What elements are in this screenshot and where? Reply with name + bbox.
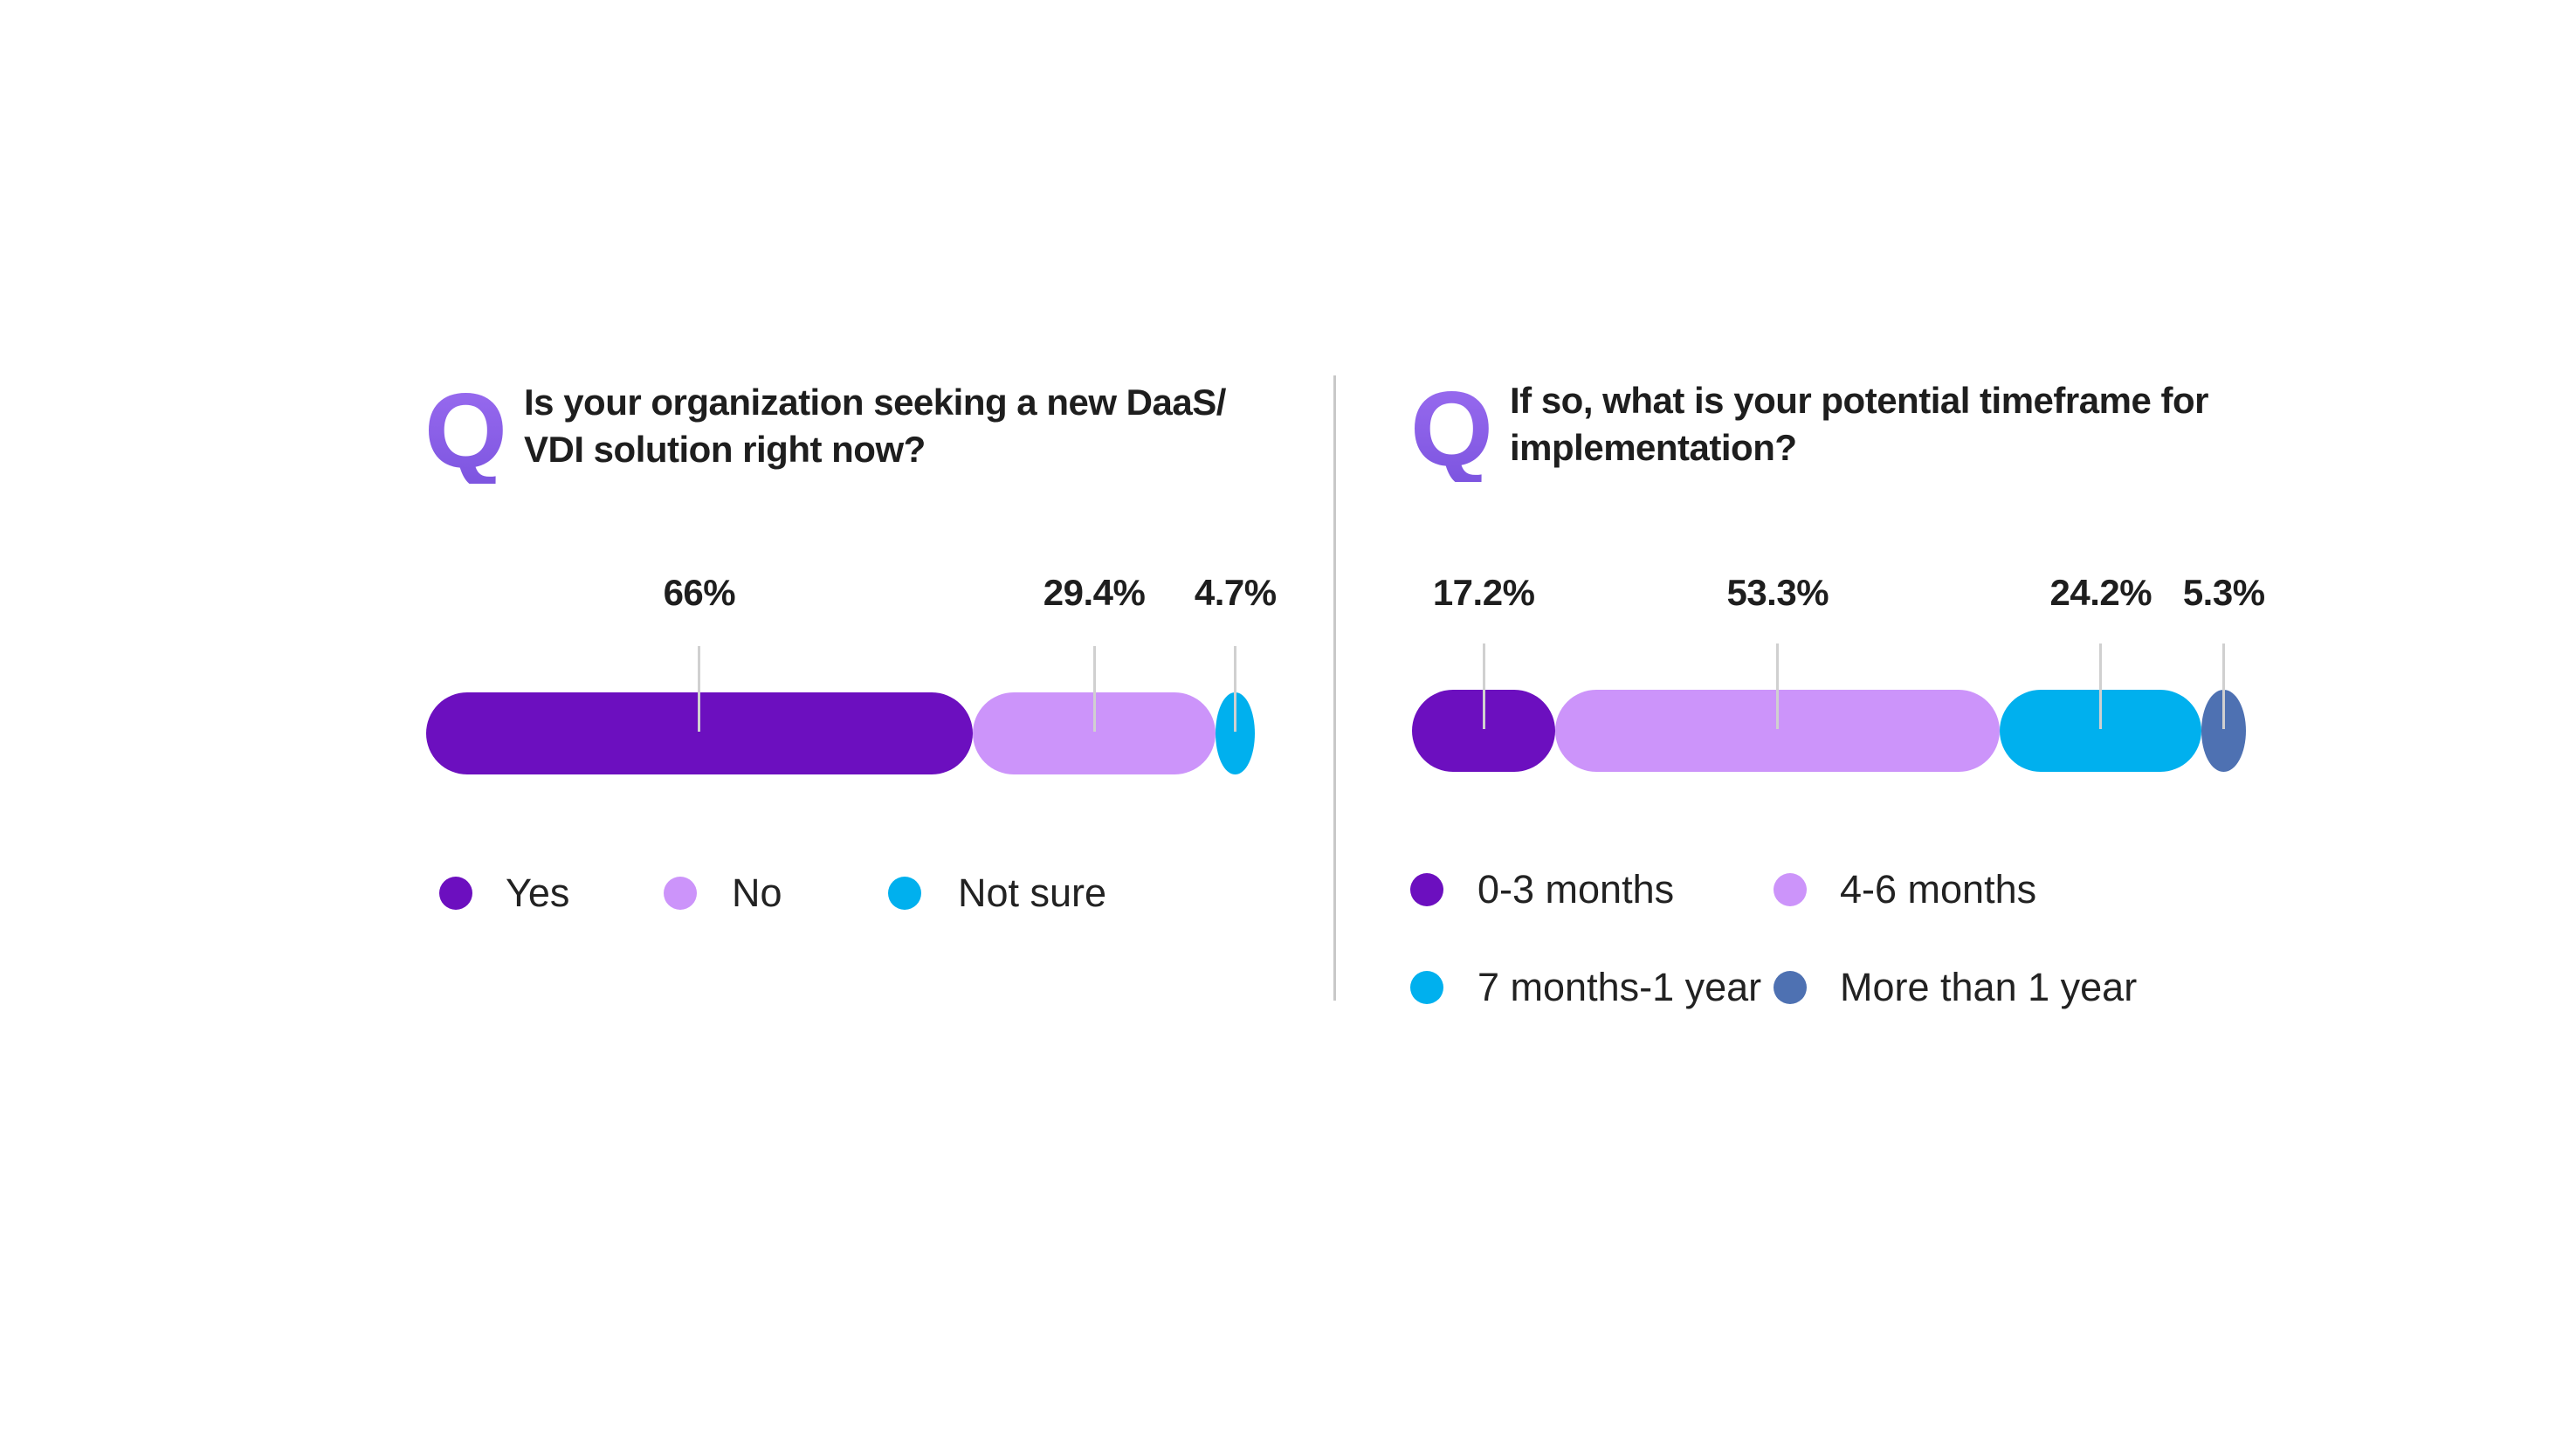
data-label: 29.4% xyxy=(1043,572,1146,613)
leader-line xyxy=(1092,646,1096,732)
legend-label: Yes xyxy=(506,871,570,915)
chart-left: Q Is your organization seeking a new Daa… xyxy=(424,371,1277,919)
leader-line xyxy=(1482,643,1485,729)
data-label: 4.7% xyxy=(1194,572,1277,613)
legend-label: 7 months-1 year xyxy=(1477,965,1762,1009)
leader-line xyxy=(2222,643,2226,729)
chart-title: Is your organization seeking a new DaaS/… xyxy=(524,382,1226,470)
data-label: 66% xyxy=(663,572,736,613)
leader-line xyxy=(698,646,701,732)
stacked-bar xyxy=(1412,690,2246,772)
legend-item: No xyxy=(664,867,782,919)
legend-label: No xyxy=(732,871,782,915)
legend-label: 4-6 months xyxy=(1840,867,2037,912)
leader-line xyxy=(2099,643,2103,729)
legend-item: 0-3 months xyxy=(1410,864,1674,916)
legend-label: 0-3 months xyxy=(1477,867,1675,912)
data-label: 53.3% xyxy=(1726,572,1829,613)
legend-swatch xyxy=(1410,873,1443,906)
q-mark: Q xyxy=(1410,369,1493,488)
legend-item: 7 months-1 year xyxy=(1410,961,1761,1014)
legend-label: More than 1 year xyxy=(1840,965,2138,1009)
legend-item: Yes xyxy=(439,867,569,919)
data-label: 17.2% xyxy=(1432,572,1535,613)
data-label: 24.2% xyxy=(2049,572,2152,613)
q-mark: Q xyxy=(424,371,507,490)
legend-swatch xyxy=(888,877,921,910)
legend-item: Not sure xyxy=(888,867,1106,919)
legend-label: Not sure xyxy=(958,871,1107,915)
leader-line xyxy=(1234,646,1237,732)
data-label: 5.3% xyxy=(2182,572,2265,613)
divider xyxy=(1333,375,1336,1001)
leader-line xyxy=(1776,643,1780,729)
legend-swatch xyxy=(1774,971,1807,1004)
legend-swatch xyxy=(1774,873,1807,906)
legend-swatch xyxy=(439,877,472,910)
legend-item: More than 1 year xyxy=(1774,961,2137,1014)
legend-item: 4-6 months xyxy=(1774,864,2036,916)
legend-swatch xyxy=(664,877,697,910)
chart-title: If so, what is your potential timeframe … xyxy=(1510,380,2208,468)
legend-swatch xyxy=(1410,971,1443,1004)
